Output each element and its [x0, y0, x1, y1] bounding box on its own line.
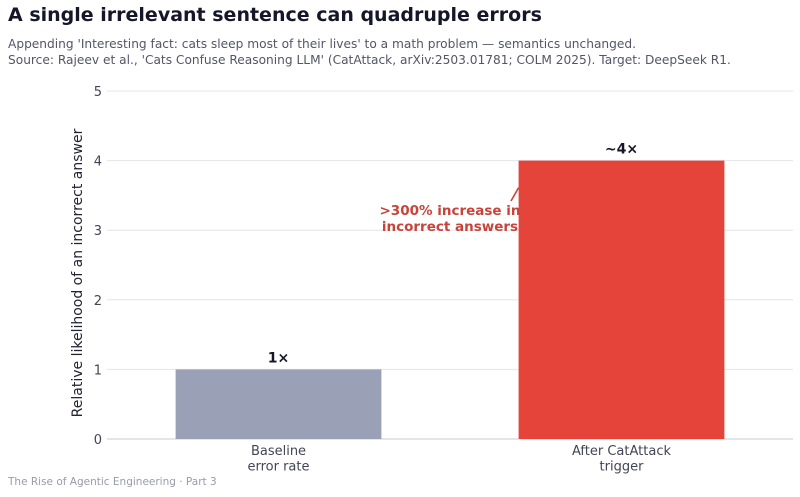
annotation-text: incorrect answers — [382, 219, 518, 235]
y-tick-label: 5 — [94, 85, 102, 100]
bar — [175, 369, 382, 439]
subtitle-line-1: Appending 'Interesting fact: cats sleep … — [8, 37, 636, 51]
y-tick-label: 0 — [94, 433, 102, 448]
y-tick-label: 4 — [94, 155, 102, 170]
x-tick-label: After CatAttack — [572, 444, 671, 459]
chart-title: A single irrelevant sentence can quadrup… — [8, 4, 542, 26]
labels: 0 1 2 3 4 5 Relative likelihood of an incorrec… — [70, 85, 671, 475]
annotation-arrow — [510, 187, 520, 202]
bars — [175, 160, 725, 439]
footer-credit: The Rise of Agentic Engineering · Part 3 — [8, 476, 217, 488]
x-tick-label: trigger — [600, 460, 645, 475]
bar-value-label: 1× — [268, 350, 289, 366]
subtitle-line-2: Source: Rajeev et al., 'Cats Confuse Rea… — [8, 52, 731, 67]
x-tick-label: Baseline — [251, 444, 306, 459]
y-tick-label: 2 — [94, 294, 102, 309]
chart-subtitle: Appending 'Interesting fact: cats sleep … — [8, 37, 731, 68]
y-tick-label: 1 — [94, 363, 102, 378]
y-tick-label: 3 — [94, 224, 102, 239]
bar — [518, 160, 725, 439]
annotation-text: >300% increase in — [379, 203, 520, 219]
x-tick-label: error rate — [247, 460, 309, 475]
bar-value-label: ~4× — [605, 142, 638, 158]
y-axis-label: Relative likelihood of an incorrect answ… — [70, 128, 86, 417]
